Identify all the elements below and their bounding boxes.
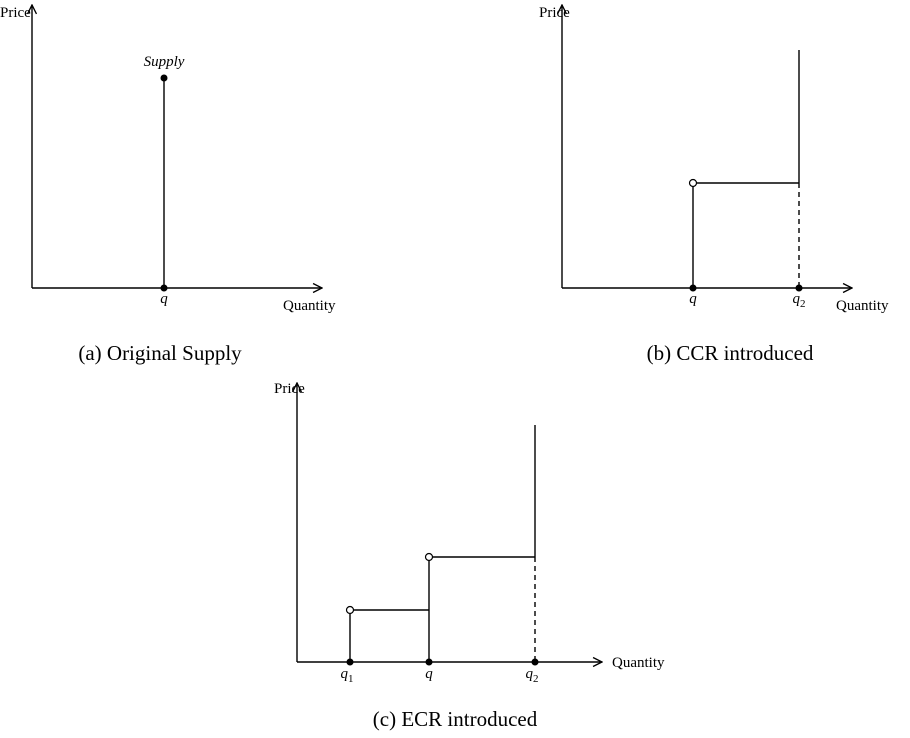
panel-b: Price Quantity q q2 (b) CCR introduced bbox=[539, 5, 889, 365]
x-label: Quantity bbox=[283, 298, 336, 314]
dot bbox=[160, 74, 168, 82]
panel-c: Price Quantity q1 q q2 (c) ECR introduce… bbox=[274, 381, 665, 731]
dot bbox=[689, 284, 697, 292]
x-label: Quantity bbox=[612, 655, 665, 671]
dot bbox=[795, 284, 803, 292]
open-dot bbox=[688, 178, 698, 188]
y-label: Price bbox=[274, 381, 305, 397]
dot bbox=[425, 658, 433, 666]
caption: (c) ECR introduced bbox=[373, 707, 538, 731]
x-label: Quantity bbox=[836, 298, 889, 314]
dot bbox=[160, 284, 168, 292]
y-label: Price bbox=[0, 5, 31, 21]
point-label: q bbox=[425, 666, 433, 682]
point-label: q bbox=[160, 291, 168, 307]
y-label: Price bbox=[539, 5, 570, 21]
point-label: q bbox=[689, 291, 697, 307]
open-dot bbox=[424, 552, 434, 562]
point-label: q1 bbox=[341, 666, 354, 685]
point-label: q2 bbox=[793, 291, 806, 310]
caption: (a) Original Supply bbox=[78, 341, 242, 365]
dot bbox=[346, 658, 354, 666]
dot bbox=[531, 658, 539, 666]
point-label: q2 bbox=[526, 666, 539, 685]
open-dot bbox=[345, 605, 355, 615]
panel-a: Price Quantity Supply q (a) Original Sup… bbox=[0, 5, 336, 365]
curve-label: Supply bbox=[144, 54, 185, 70]
caption: (b) CCR introduced bbox=[647, 341, 814, 365]
